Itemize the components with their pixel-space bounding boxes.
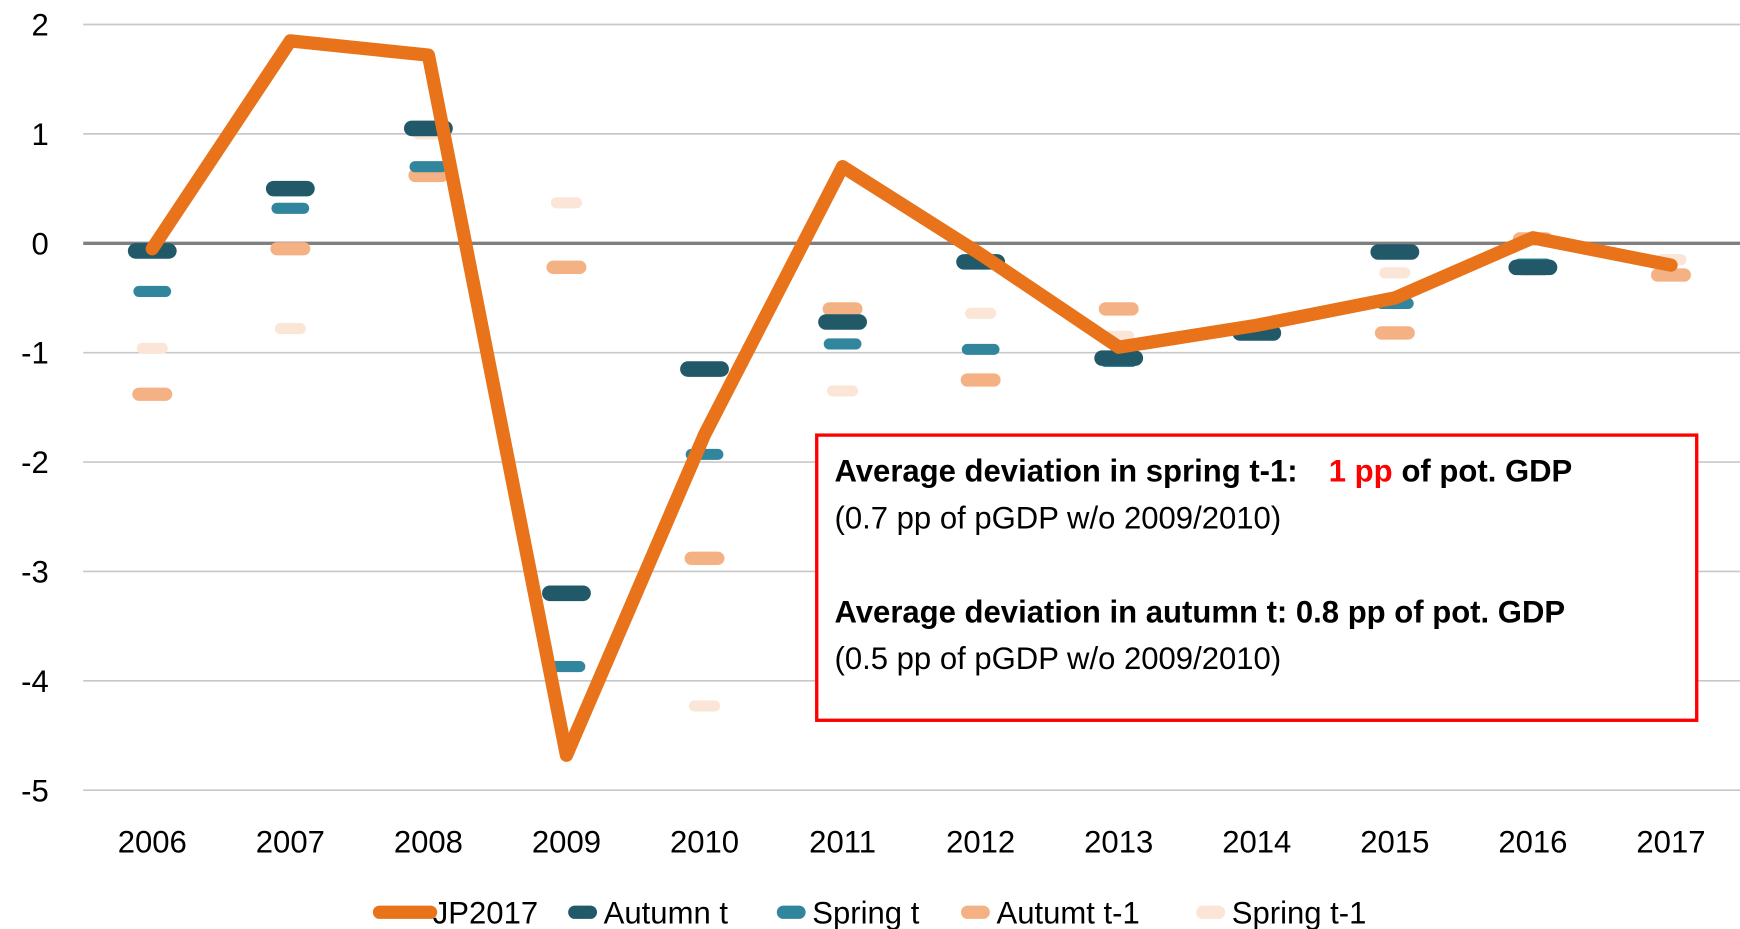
legend-label: Spring t <box>812 895 919 929</box>
x-tick-label: 2009 <box>532 824 601 859</box>
y-tick-label: 0 <box>32 226 49 261</box>
annotation-part: Average deviation in autumn t: 0.8 pp of… <box>834 595 1565 630</box>
x-tick-label: 2010 <box>670 824 739 859</box>
y-tick-label: 2 <box>32 8 49 43</box>
annotation-part: (0.7 pp of pGDP w/o 2009/2010) <box>834 500 1281 535</box>
x-tick-label: 2011 <box>809 824 876 859</box>
annotation-part: (0.5 pp of pGDP w/o 2009/2010) <box>834 641 1281 676</box>
series-line <box>145 34 1678 762</box>
x-tick-label: 2008 <box>394 824 463 859</box>
x-tick-label: 2014 <box>1222 824 1291 859</box>
legend-label: JP2017 <box>433 895 538 929</box>
annotation-text: Average deviation in autumn t: 0.8 pp of… <box>834 595 1565 630</box>
y-tick-label: -4 <box>21 664 49 699</box>
y-tick-label: -3 <box>21 555 49 590</box>
annotation-text: (0.5 pp of pGDP w/o 2009/2010) <box>834 641 1281 676</box>
y-tick-label: -2 <box>21 445 49 480</box>
annotation-part: of pot. GDP <box>1401 454 1572 489</box>
legend-label: Autumt t-1 <box>997 895 1140 929</box>
x-tick-label: 2006 <box>118 824 187 859</box>
x-tick-label: 2015 <box>1360 824 1429 859</box>
x-tick-label: 2012 <box>946 824 1015 859</box>
annotation-part: 1 pp <box>1329 454 1393 489</box>
x-tick-label: 2017 <box>1636 824 1705 859</box>
annotation-part: Average deviation in spring t-1: <box>834 454 1297 489</box>
annotation-text: (0.7 pp of pGDP w/o 2009/2010) <box>834 500 1281 535</box>
x-tick-label: 2013 <box>1084 824 1153 859</box>
y-tick-label: 1 <box>32 117 49 152</box>
annotation-text: Average deviation in spring t-1: 1 pp of p… <box>834 454 1572 489</box>
annotation-box <box>815 433 1699 722</box>
x-tick-label: 2007 <box>256 824 325 859</box>
legend-label: Autumn t <box>604 895 729 929</box>
y-tick-label: -1 <box>21 336 49 371</box>
legend-label: Spring t-1 <box>1232 895 1367 929</box>
x-tick-label: 2016 <box>1498 824 1567 859</box>
y-tick-label: -5 <box>21 773 49 808</box>
